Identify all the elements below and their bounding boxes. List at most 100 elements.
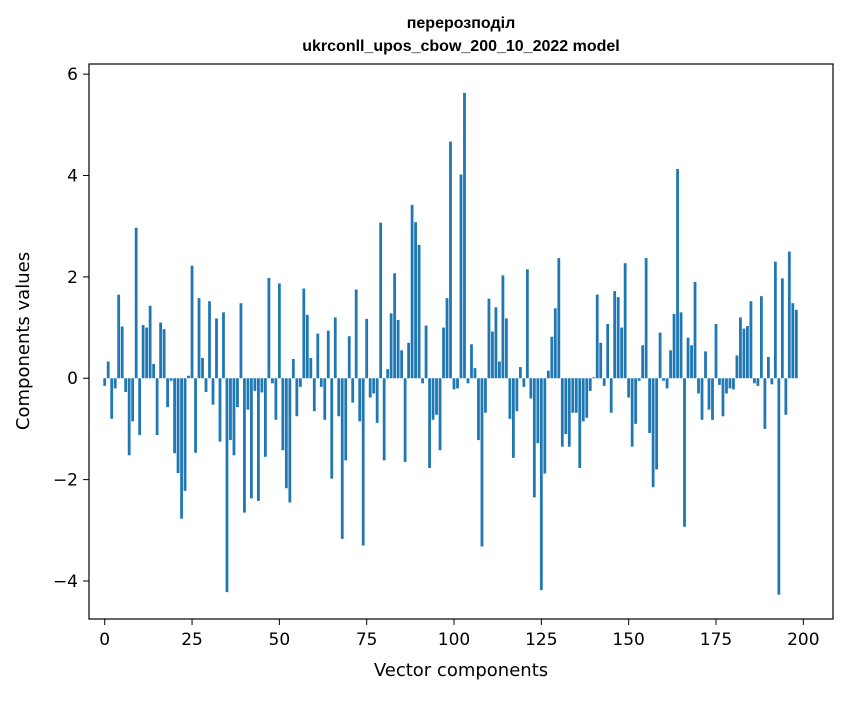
bar	[253, 378, 257, 391]
bar	[438, 378, 442, 451]
bar	[302, 288, 306, 379]
bar	[222, 312, 225, 379]
bar	[267, 277, 271, 379]
bar	[609, 378, 613, 413]
bar	[127, 378, 131, 456]
bar	[131, 378, 135, 422]
bar	[707, 378, 711, 410]
bar	[211, 378, 215, 405]
bar	[466, 378, 470, 384]
bar	[777, 378, 781, 595]
bar	[498, 361, 501, 379]
bar	[435, 378, 438, 415]
x-tick-label: 25	[181, 630, 203, 650]
bar	[679, 312, 683, 379]
bar	[134, 227, 138, 379]
bar	[494, 307, 498, 379]
bar	[780, 278, 784, 379]
bar	[627, 378, 631, 398]
bar	[480, 378, 484, 547]
bar	[787, 251, 791, 379]
x-tick-label: 175	[700, 630, 732, 650]
bar	[264, 378, 267, 457]
bar	[291, 358, 295, 379]
bar	[784, 378, 788, 415]
bar	[613, 291, 617, 379]
bar	[257, 378, 260, 501]
bar	[529, 378, 533, 399]
bar	[644, 258, 648, 379]
bar	[354, 289, 358, 379]
bar	[697, 378, 700, 394]
bar	[330, 378, 334, 479]
bar	[319, 378, 323, 387]
bar	[344, 378, 348, 461]
bar	[669, 350, 672, 379]
bar	[246, 378, 250, 410]
bar	[728, 378, 732, 389]
y-tick-label: −4	[53, 572, 78, 592]
bar	[756, 378, 760, 386]
bar	[571, 378, 575, 413]
bar	[452, 378, 456, 390]
bar	[379, 222, 383, 379]
bar	[372, 378, 376, 394]
bar	[557, 258, 561, 379]
bar	[428, 378, 431, 468]
bar	[711, 378, 714, 420]
bar	[491, 331, 494, 379]
bar	[410, 204, 414, 379]
bar	[274, 378, 278, 420]
bar	[218, 378, 222, 442]
bar	[236, 378, 239, 408]
bar	[714, 324, 718, 379]
bar	[599, 342, 603, 379]
bar	[208, 301, 211, 379]
bar	[225, 378, 229, 593]
bar	[602, 378, 606, 386]
bar	[791, 303, 795, 379]
bar	[250, 378, 253, 499]
bar	[553, 308, 557, 379]
bar	[386, 369, 390, 379]
bar	[459, 174, 463, 379]
bar	[760, 296, 763, 379]
bar	[546, 370, 550, 379]
bar	[742, 328, 746, 379]
bar	[288, 378, 292, 503]
bar	[351, 378, 355, 403]
bar	[152, 364, 156, 379]
bar	[641, 345, 645, 379]
bar	[106, 361, 110, 379]
bar	[270, 378, 274, 384]
x-tick-label: 75	[356, 630, 378, 650]
x-tick-label: 200	[787, 630, 819, 650]
bar	[201, 357, 204, 379]
bar	[470, 344, 473, 379]
bar	[658, 332, 662, 379]
bar	[365, 318, 369, 379]
bar	[683, 378, 686, 527]
bar	[473, 368, 477, 379]
bar	[239, 303, 243, 379]
bar	[194, 378, 197, 453]
x-tick-label: 150	[612, 630, 644, 650]
bar	[197, 298, 201, 379]
bar	[103, 378, 107, 386]
bar	[616, 297, 620, 379]
x-axis-label: Vector components	[374, 660, 548, 681]
bar	[424, 325, 428, 379]
bar	[512, 378, 515, 458]
bar	[651, 378, 655, 488]
bar	[389, 313, 393, 379]
bar	[159, 322, 162, 379]
bar	[770, 378, 774, 385]
bar	[347, 336, 351, 379]
bar	[585, 378, 589, 418]
bar	[477, 378, 480, 441]
plot-frame	[88, 63, 834, 620]
bar	[588, 378, 592, 391]
bar	[539, 378, 543, 591]
bar	[421, 378, 424, 384]
